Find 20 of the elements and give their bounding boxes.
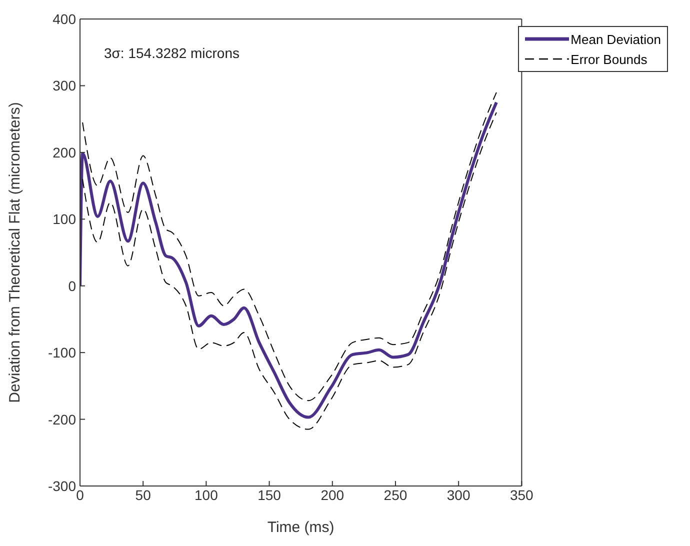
y-tick-label: -300 [48,478,76,494]
y-tick-label: 0 [68,278,76,294]
y-tick-label: 200 [52,144,76,160]
y-axis-title: Deviation from Theoretical Flat (micrometers) [6,102,24,403]
x-tick-label: 350 [510,486,534,503]
x-axis-title: Time (ms) [267,519,334,536]
y-tick-label: 100 [52,211,76,228]
legend-label: Mean Deviation [570,32,661,46]
legend-label: Error Bounds [570,52,648,66]
x-tick-label: 150 [258,486,282,503]
x-tick-label: 250 [384,486,408,503]
y-tick-label: 400 [52,10,76,27]
x-tick-label: 300 [446,486,470,503]
x-tick-label: 50 [135,486,152,503]
y-tick-label: 300 [52,78,76,94]
x-tick-label: 100 [194,486,218,503]
annotation: 3σ: 154.3282 microns [104,45,240,61]
y-tick-label: -200 [48,411,76,428]
y-tick-label: -100 [48,344,76,361]
x-tick-label: 200 [320,486,344,503]
